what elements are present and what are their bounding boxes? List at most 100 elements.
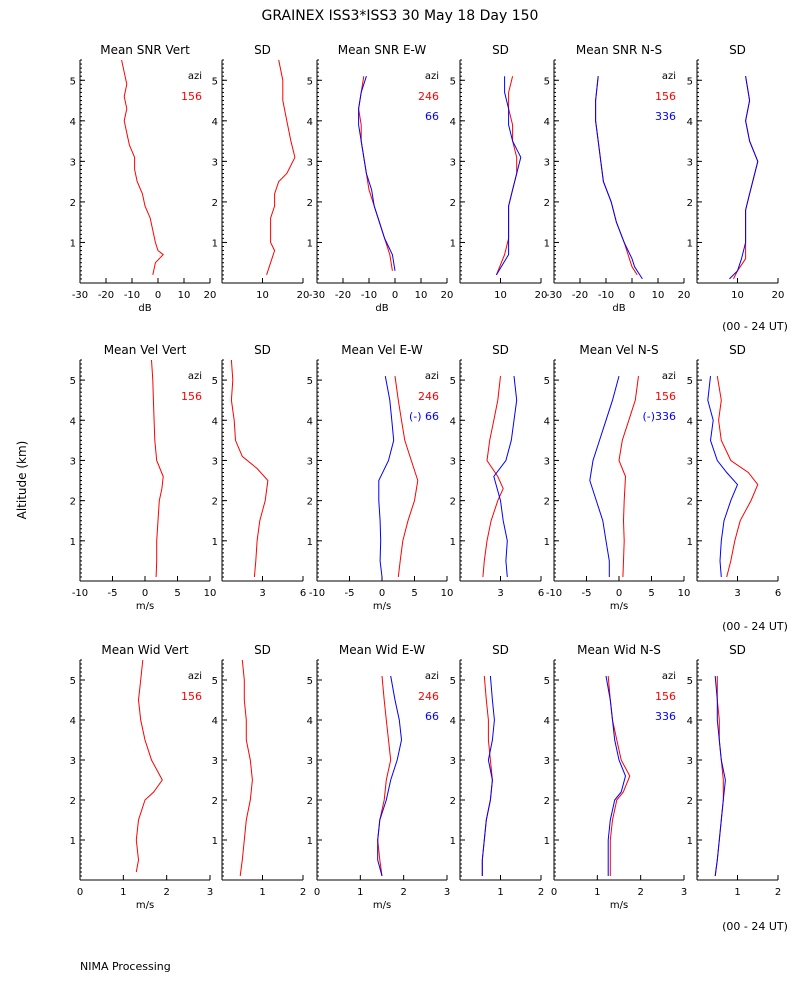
x-axis-label: m/s [136, 900, 154, 911]
y-tick-label: 2 [70, 796, 76, 807]
x-tick-label: -20 [572, 290, 588, 301]
x-axis-label: m/s [610, 900, 628, 911]
panel-title: SD [254, 43, 271, 57]
x-tick-label: 0 [77, 887, 83, 898]
series-line-red [716, 376, 759, 578]
x-tick-label: 2 [538, 887, 544, 898]
panel-title: Mean SNR E-W [338, 43, 427, 57]
x-tick-label: 3 [497, 588, 503, 599]
panel-title: SD [492, 343, 509, 357]
panel-2-0: Mean Wid Vert 1 2 3 4 5 0 1 2 3 m/s azi 156 [70, 643, 214, 911]
series-line-blue [595, 76, 643, 280]
x-tick-label: 5 [174, 588, 180, 599]
x-tick-label: 0 [629, 290, 635, 301]
x-tick-label: 10 [415, 290, 428, 301]
y-tick-label: 2 [70, 198, 76, 209]
y-tick-label: 4 [687, 117, 693, 128]
series-line-blue [481, 675, 495, 876]
legend-entry: 336 [655, 710, 676, 723]
y-tick-label: 2 [687, 497, 693, 508]
panel-2-2: Mean Wid E-W 1 2 3 4 5 0 1 2 3 m/s azi 246 66 [307, 643, 451, 911]
legend-entry: (-)336 [642, 410, 676, 423]
x-tick-label: 6 [300, 588, 306, 599]
y-tick-label: 3 [307, 456, 313, 467]
panel-2-5: SD 1 2 3 4 5 1 2 [687, 643, 782, 898]
panel-2-1: SD 1 2 3 4 5 1 2 [212, 643, 307, 898]
y-tick-label: 3 [544, 756, 550, 767]
x-tick-label: 1 [259, 887, 265, 898]
series-line-red [394, 376, 419, 578]
legend-heading: azi [662, 671, 676, 682]
y-tick-label: 5 [70, 76, 76, 87]
legend-entry: 156 [181, 690, 202, 703]
x-tick-label: 3 [734, 588, 740, 599]
legend-heading: azi [188, 71, 202, 82]
series-line-red [377, 675, 392, 877]
y-tick-label: 2 [212, 198, 218, 209]
legend-heading: azi [188, 671, 202, 682]
y-tick-label: 3 [70, 157, 76, 168]
x-axis-label: m/s [373, 601, 391, 612]
series-line-red [618, 376, 639, 578]
series-line-blue [378, 376, 395, 578]
x-tick-label: 10 [494, 290, 507, 301]
y-tick-label: 4 [544, 416, 550, 427]
y-tick-label: 4 [212, 716, 218, 727]
panel-title: Mean Vel N-S [579, 343, 658, 357]
legend-heading: azi [662, 71, 676, 82]
y-tick-label: 4 [687, 416, 693, 427]
x-tick-label: 0 [616, 588, 622, 599]
series-line-red [266, 59, 296, 276]
x-tick-label: 2 [300, 887, 306, 898]
y-tick-label: 5 [450, 76, 456, 87]
x-axis-label: m/s [610, 601, 628, 612]
x-tick-label: 10 [678, 588, 691, 599]
x-tick-label: -10 [598, 290, 614, 301]
x-tick-label: 10 [204, 588, 217, 599]
legend-entry: 156 [655, 90, 676, 103]
y-tick-label: 2 [687, 198, 693, 209]
panel-title: SD [729, 343, 746, 357]
panel-1-3: SD 1 2 3 4 5 3 6 [450, 343, 545, 599]
legend-entry: 246 [418, 390, 439, 403]
y-tick-label: 1 [450, 238, 456, 249]
panel-title: Mean SNR Vert [100, 43, 190, 57]
x-tick-label: 2 [163, 887, 169, 898]
x-tick-label: -5 [582, 588, 592, 599]
x-tick-label: -10 [309, 588, 325, 599]
y-tick-label: 3 [307, 756, 313, 767]
series-line-red [358, 76, 393, 271]
x-axis-label: m/s [136, 601, 154, 612]
y-tick-label: 4 [544, 117, 550, 128]
y-tick-label: 2 [70, 497, 76, 508]
x-tick-label: 0 [142, 588, 148, 599]
y-tick-label: 5 [544, 76, 550, 87]
y-tick-label: 1 [307, 836, 313, 847]
panel-2-4: Mean Wid N-S 1 2 3 4 5 0 1 2 3 m/s azi 156 336 [544, 643, 688, 911]
panel-title: Mean Vel E-W [341, 343, 423, 357]
y-tick-label: 5 [212, 76, 218, 87]
y-tick-label: 5 [687, 76, 693, 87]
y-tick-label: 4 [450, 416, 456, 427]
y-tick-label: 3 [687, 756, 693, 767]
y-tick-label: 4 [70, 117, 76, 128]
y-tick-label: 1 [70, 537, 76, 548]
y-tick-label: 1 [544, 836, 550, 847]
legend-entry: 336 [655, 110, 676, 123]
panel-title: SD [492, 43, 509, 57]
figure-title: GRAINEX ISS3*ISS3 30 May 18 Day 150 [262, 8, 539, 24]
x-tick-label: -30 [309, 290, 325, 301]
y-tick-label: 1 [70, 836, 76, 847]
y-tick-label: 1 [687, 836, 693, 847]
y-tick-label: 1 [212, 238, 218, 249]
panel-title: SD [729, 43, 746, 57]
x-tick-label: 0 [551, 887, 557, 898]
x-tick-label: 20 [297, 290, 310, 301]
x-tick-label: 2 [400, 887, 406, 898]
y-tick-label: 1 [212, 537, 218, 548]
panel-1-1: SD 1 2 3 4 5 3 6 [212, 343, 307, 599]
panel-title: SD [254, 643, 271, 657]
y-tick-label: 3 [687, 456, 693, 467]
x-tick-label: -30 [72, 290, 88, 301]
